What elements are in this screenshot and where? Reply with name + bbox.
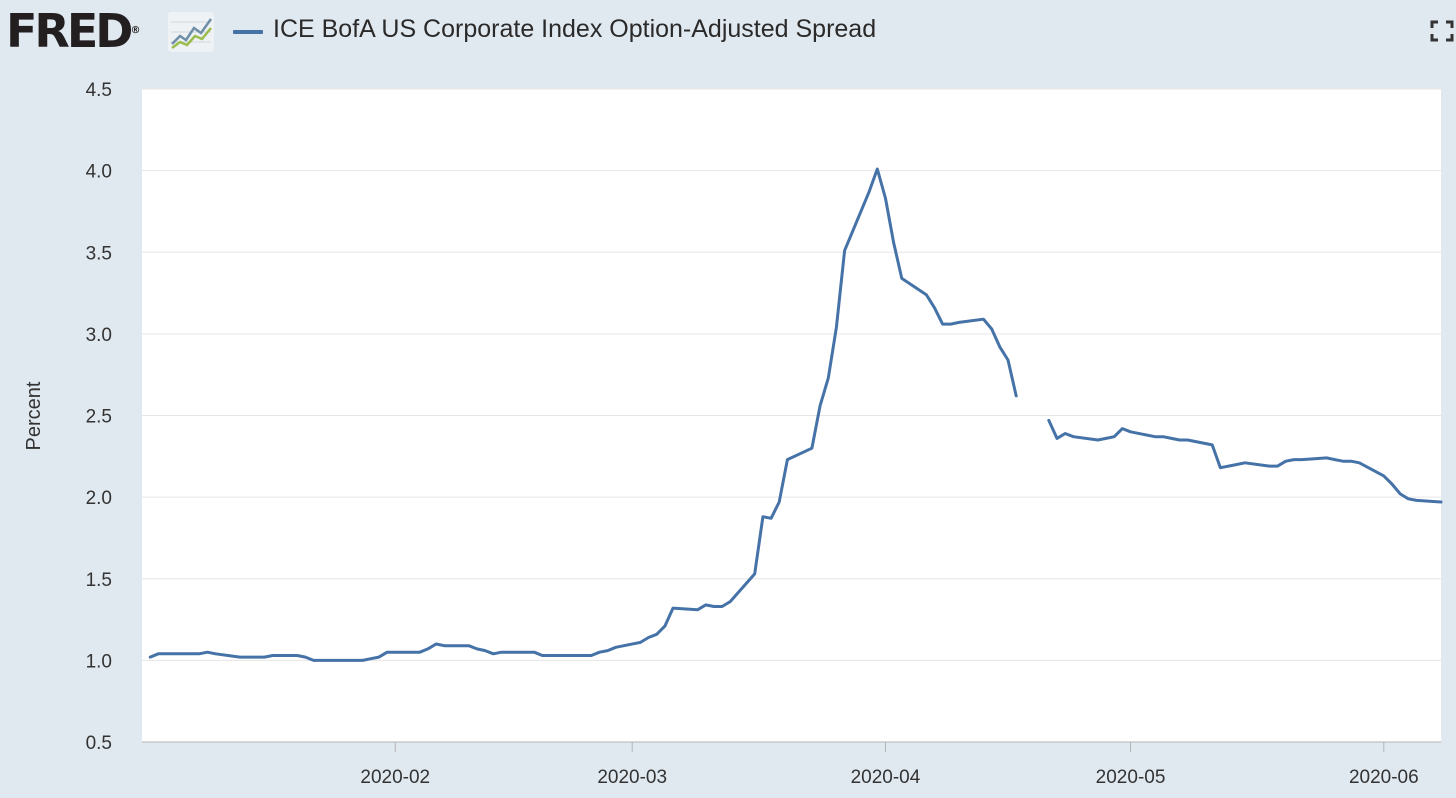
y-tick-label: 1.5 <box>86 570 112 591</box>
x-tick-label: 2020-04 <box>851 767 921 788</box>
series-line <box>148 167 1018 662</box>
series-line <box>1047 418 1443 504</box>
y-tick-label: 0.5 <box>86 733 112 754</box>
fred-logo[interactable]: FRED® <box>6 6 140 56</box>
y-tick-label: 2.0 <box>86 488 112 509</box>
y-tick-label: 4.5 <box>86 80 112 101</box>
chart-header: FRED® ICE BofA US Corporate Index Option… <box>0 0 1456 64</box>
y-tick-label: 3.5 <box>86 243 112 264</box>
y-axis-label: Percent <box>23 381 45 450</box>
x-tick-label: 2020-05 <box>1096 767 1166 788</box>
fullscreen-icon[interactable] <box>1430 20 1454 42</box>
y-tick-label: 4.0 <box>86 162 112 183</box>
y-tick-label: 2.5 <box>86 407 112 428</box>
x-tick-label: 2020-06 <box>1349 767 1419 788</box>
y-tick-label: 1.0 <box>86 651 112 672</box>
line-chart-icon <box>168 12 214 52</box>
y-tick-label: 3.0 <box>86 325 112 346</box>
fred-logo-text: FRED <box>6 4 133 58</box>
fred-logo-registered: ® <box>130 25 141 36</box>
legend-series-swatch <box>233 30 263 34</box>
x-tick-label: 2020-03 <box>597 767 667 788</box>
x-tick-label: 2020-02 <box>360 767 430 788</box>
chart-title: ICE BofA US Corporate Index Option-Adjus… <box>273 15 877 43</box>
